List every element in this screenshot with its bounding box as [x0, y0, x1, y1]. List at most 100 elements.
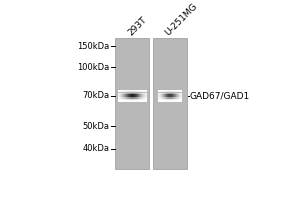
Bar: [165, 94, 166, 96]
Bar: [162, 90, 163, 91]
Bar: [166, 100, 167, 102]
Bar: [175, 94, 176, 96]
Bar: [124, 100, 125, 102]
Bar: [133, 97, 134, 99]
Bar: [181, 91, 182, 92]
Bar: [165, 100, 166, 102]
Bar: [160, 90, 161, 91]
Bar: [121, 96, 122, 97]
Bar: [120, 99, 121, 100]
Bar: [180, 100, 181, 102]
Bar: [120, 100, 121, 102]
Bar: [158, 91, 159, 92]
Bar: [130, 93, 131, 94]
Bar: [142, 100, 143, 102]
Bar: [137, 96, 138, 97]
Bar: [178, 91, 179, 92]
Bar: [119, 91, 120, 92]
Bar: [125, 97, 126, 99]
Bar: [175, 100, 176, 102]
Bar: [179, 94, 180, 96]
Bar: [158, 99, 159, 100]
Bar: [129, 93, 130, 94]
Bar: [126, 90, 127, 91]
Bar: [158, 97, 159, 99]
Bar: [136, 93, 137, 94]
Bar: [124, 91, 125, 92]
Bar: [128, 94, 129, 96]
Text: 50kDa: 50kDa: [82, 122, 109, 131]
Bar: [178, 97, 179, 99]
Bar: [177, 94, 178, 96]
Bar: [118, 93, 119, 94]
Bar: [144, 91, 145, 92]
Bar: [129, 99, 130, 100]
Bar: [163, 90, 164, 91]
Bar: [161, 99, 162, 100]
Bar: [135, 90, 136, 91]
Bar: [169, 91, 170, 92]
Bar: [119, 90, 120, 91]
Bar: [136, 91, 137, 92]
Bar: [177, 97, 178, 99]
Bar: [121, 91, 122, 92]
Text: 100kDa: 100kDa: [77, 63, 110, 72]
Bar: [161, 97, 162, 99]
Bar: [143, 96, 144, 97]
Bar: [160, 91, 161, 92]
Bar: [175, 97, 176, 99]
Bar: [123, 91, 124, 92]
Bar: [132, 91, 133, 92]
Bar: [118, 97, 119, 99]
Bar: [122, 99, 123, 100]
Text: GAD67/GAD1: GAD67/GAD1: [190, 91, 250, 100]
Text: 40kDa: 40kDa: [82, 144, 109, 153]
Bar: [160, 97, 161, 99]
Bar: [143, 99, 144, 100]
Bar: [163, 100, 164, 102]
Bar: [170, 94, 171, 96]
Bar: [163, 94, 164, 96]
Bar: [144, 99, 145, 100]
Bar: [144, 93, 145, 94]
Bar: [169, 100, 170, 102]
Bar: [126, 99, 127, 100]
Bar: [128, 100, 129, 102]
Bar: [132, 99, 133, 100]
Bar: [178, 96, 179, 97]
Bar: [140, 90, 141, 91]
Bar: [127, 97, 128, 99]
Bar: [162, 93, 163, 94]
Bar: [168, 90, 169, 91]
Bar: [137, 94, 138, 96]
Bar: [170, 97, 171, 99]
Bar: [176, 90, 177, 91]
Bar: [143, 90, 144, 91]
Bar: [161, 90, 162, 91]
Bar: [159, 97, 160, 99]
Bar: [139, 97, 140, 99]
Bar: [130, 94, 131, 96]
Bar: [130, 99, 131, 100]
Bar: [175, 96, 176, 97]
Bar: [132, 93, 133, 94]
Bar: [136, 90, 137, 91]
Bar: [164, 90, 165, 91]
Bar: [124, 94, 125, 96]
Bar: [130, 91, 131, 92]
Bar: [168, 91, 169, 92]
Bar: [172, 100, 173, 102]
Bar: [127, 90, 128, 91]
Bar: [123, 94, 124, 96]
Bar: [141, 96, 142, 97]
Bar: [173, 90, 174, 91]
Bar: [141, 91, 142, 92]
Bar: [133, 93, 134, 94]
Bar: [169, 100, 170, 102]
Bar: [164, 97, 165, 99]
Bar: [165, 97, 166, 99]
Bar: [175, 99, 176, 100]
Bar: [160, 94, 161, 96]
Bar: [124, 93, 125, 94]
Bar: [179, 93, 180, 94]
